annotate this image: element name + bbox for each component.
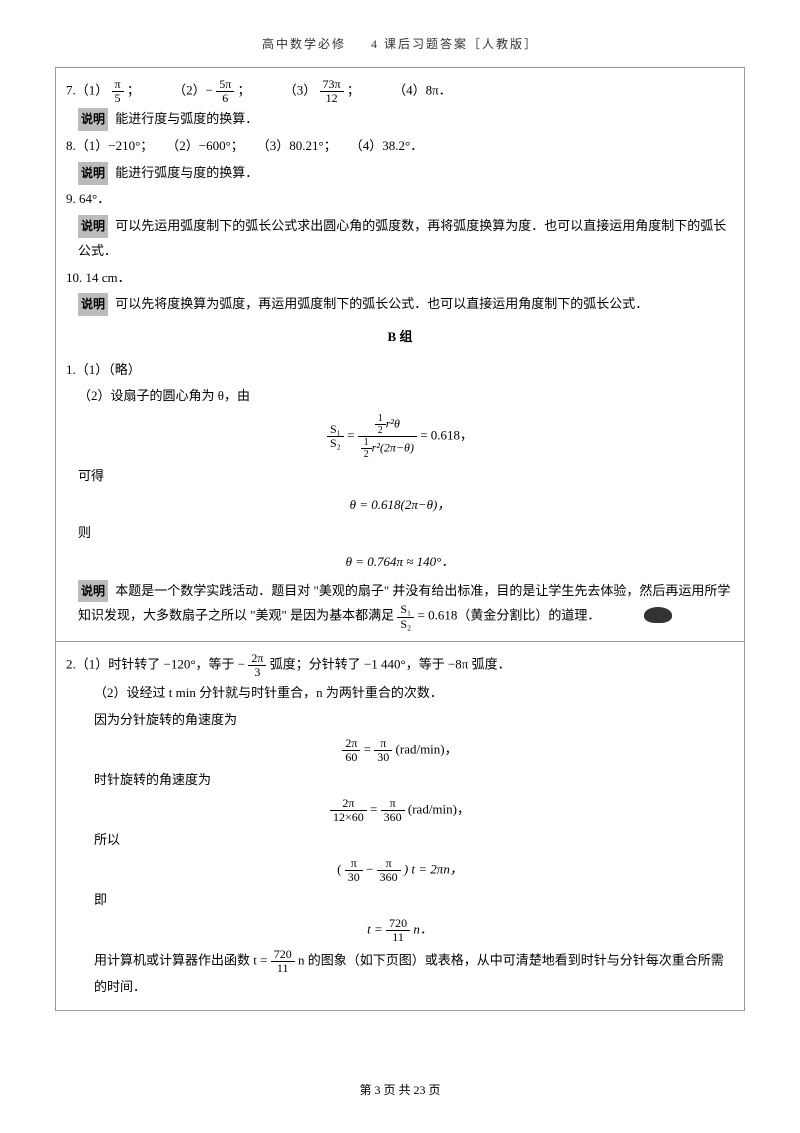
b2-5: 所以 (66, 828, 734, 853)
q8: 8.（1）−210°； （2）−600°； （3）80.21°； （4）38.2… (66, 134, 734, 159)
eq-t: t = 72011 n． (66, 917, 734, 944)
q7-1: 7.（1） (66, 83, 108, 98)
group-b-heading: B 组 (66, 325, 734, 350)
b2-7: 用计算机或计算器作出函数 t = 72011 n 的图象（如下页图）或表格，从中… (66, 948, 734, 1000)
eq-theta2: θ = 0.764π ≈ 140°． (66, 550, 734, 575)
q9: 9. 64°． (66, 187, 734, 212)
q7: 7.（1） π5 ； （2）− 5π6 ； （3） 73π12 ； （4）8π． (66, 78, 734, 105)
frac-2pi-3: 2π3 (248, 652, 266, 679)
page-footer: 第 3 页 共 23 页 (0, 1081, 800, 1098)
content-block-1: 7.（1） π5 ； （2）− 5π6 ； （3） 73π12 ； （4）8π．… (55, 67, 745, 642)
so: 可得 (66, 464, 734, 489)
b2-2: （2）设经过 t min 分针就与时针重合，n 为两针重合的次数． (66, 681, 734, 706)
page-header: 高中数学必修 4 课后习题答案［人教版］ (0, 0, 800, 52)
eq-hour-speed: 2π12×60 = π360 (rad/min)， (66, 797, 734, 824)
exp9: 说明 可以先运用弧度制下的弧长公式求出圆心角的弧度数，再将弧度换算为度．也可以直… (66, 214, 734, 263)
b2-4: 时针旋转的角速度为 (66, 768, 734, 793)
exp7: 说明 能进行度与弧度的换算． (66, 107, 734, 132)
eq-min-speed: 2π60 = π30 (rad/min)， (66, 737, 734, 764)
header-part2: 4 课后习题答案［人教版］ (371, 37, 538, 51)
exp8: 说明 能进行弧度与度的换算． (66, 161, 734, 186)
header-part1: 高中数学必修 (262, 37, 346, 51)
then: 则 (66, 521, 734, 546)
frac-5pi-6: 5π6 (216, 78, 234, 105)
frac-pi-5: π5 (112, 78, 124, 105)
eq-diff: ( π30 − π360 ) t = 2πn， (66, 857, 734, 884)
eq-theta1: θ = 0.618(2π−θ)， (66, 493, 734, 518)
b2-1: 2.（1）时针转了 −120°，等于 − 2π3 弧度；分针转了 −1 440°… (66, 652, 734, 679)
eq-ratio: S₁S₂ = 12r²θ 12r²(2π−θ) = 0.618， (66, 413, 734, 460)
b2-6: 即 (66, 888, 734, 913)
decoration-icon (644, 607, 672, 623)
b1-2: （2）设扇子的圆心角为 θ，由 (66, 384, 734, 409)
q10: 10. 14 cm． (66, 266, 734, 291)
frac-73pi-12: 73π12 (320, 78, 344, 105)
content-block-2: 2.（1）时针转了 −120°，等于 − 2π3 弧度；分针转了 −1 440°… (55, 642, 745, 1011)
b1-1: 1.（1）（略） (66, 358, 734, 383)
tag-explain: 说明 (78, 108, 108, 131)
exp10: 说明 可以先将度换算为弧度，再运用弧度制下的弧长公式．也可以直接运用角度制下的弧… (66, 292, 734, 317)
exp-b1: 说明 本题是一个数学实践活动．题目对 "美观的扇子" 并没有给出标准，目的是让学… (66, 579, 734, 631)
b2-3: 因为分针旋转的角速度为 (66, 708, 734, 733)
